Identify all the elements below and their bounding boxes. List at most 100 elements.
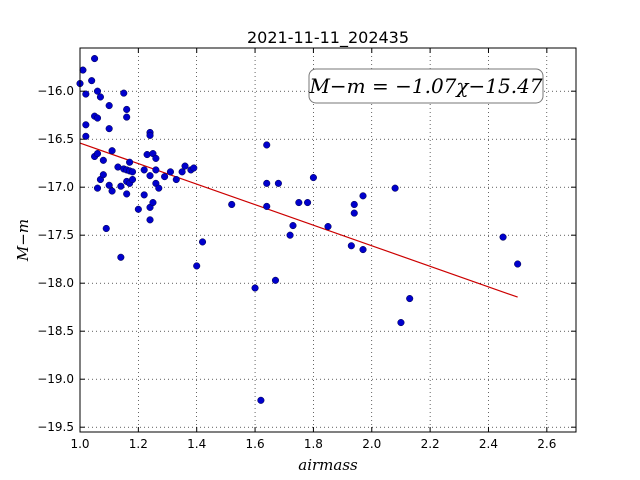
data-point [105,102,113,110]
data-point [108,187,116,195]
y-tick-label: −17.0 [37,180,74,194]
fit-equation-box: M−m = −1.07χ−15.47 [308,68,544,104]
x-tick-label: 1.0 [70,437,89,451]
data-point [146,216,154,224]
data-point [181,162,189,170]
chart-title: 2021-11-11_202435 [247,28,409,48]
data-point [289,222,297,230]
data-point [123,113,131,121]
data-point [198,238,207,246]
data-point [309,174,317,182]
data-point [263,202,271,210]
data-point [99,171,107,179]
data-point [146,131,154,139]
x-tick-label: 2.0 [362,437,381,451]
x-tick-label: 2.4 [479,437,498,451]
data-point [166,168,174,176]
fit-equation: M−m = −1.07χ−15.47 [308,74,542,98]
data-point [140,166,148,174]
data-point [105,125,113,133]
data-point [271,276,280,284]
data-point [128,175,137,184]
data-point [263,141,271,149]
x-tick-label: 2.6 [537,437,556,451]
data-point [149,199,157,207]
data-point [178,168,186,176]
points-layer [76,55,522,404]
x-tick-labels: 1.0 1.2 1.4 1.6 1.8 2.0 2.2 2.4 2.6 [70,437,556,451]
data-point [397,319,405,327]
y-tick-labels: −16.0 −16.5 −17.0 −17.5 −18.0 −18.5 −19.0 −19.5 [37,84,74,434]
data-point [228,200,236,209]
y-tick-label: −19.5 [37,420,74,434]
data-point [304,199,312,207]
data-point [82,121,90,129]
data-point [88,77,96,85]
data-point [146,172,154,180]
x-tick-label: 1.6 [246,437,265,451]
y-tick-label: −16.5 [37,132,74,146]
data-point [93,184,102,192]
data-point [152,166,160,174]
data-point [120,89,128,97]
data-point [286,231,294,239]
data-point [99,156,107,164]
data-point [117,253,125,261]
y-tick-label: −18.0 [37,276,74,290]
data-point [263,179,271,187]
data-point [347,242,355,250]
data-point [108,147,116,155]
grid [79,48,576,432]
data-point [102,224,110,233]
data-point [79,66,87,74]
fit-equation-frame [308,68,544,104]
data-point [274,179,282,187]
data-point [406,295,414,303]
data-point [105,181,113,189]
plot-frame [79,47,577,433]
x-tick-label: 1.4 [187,437,206,451]
data-point [123,105,131,113]
x-axis-label: airmass [298,456,358,474]
data-point [82,90,90,98]
data-point [359,246,367,254]
data-point [117,182,125,190]
data-point [93,150,102,158]
data-point [295,199,303,207]
data-point [391,184,399,192]
data-point [93,114,102,122]
data-point [172,175,180,184]
data-point [143,151,151,159]
data-point [91,55,99,63]
x-tick-label: 2.2 [421,437,440,451]
y-tick-label: −18.5 [37,324,74,338]
data-point [350,200,358,209]
data-point [514,260,522,268]
data-point [152,154,160,162]
data-point [324,223,332,231]
x-tick-label: 1.8 [304,437,323,451]
plot-background [80,48,576,432]
data-point [359,192,367,200]
y-tick-label: −16.0 [37,84,74,98]
data-point [193,262,201,270]
data-point [82,132,90,140]
data-point [140,191,148,199]
y-tick-label: −17.5 [37,228,74,242]
ticks [79,48,576,432]
data-point [96,93,104,101]
data-point [93,87,102,95]
data-point [257,396,265,404]
data-point [155,184,163,192]
y-tick-label: −19.0 [37,372,74,386]
data-point [134,205,142,213]
data-point [350,209,358,217]
data-point [190,164,198,172]
data-point [128,168,137,176]
y-axis-label: M−m [14,219,32,262]
data-point [123,190,131,198]
x-tick-label: 1.2 [129,437,148,451]
data-point [251,284,259,292]
data-point [161,173,169,181]
